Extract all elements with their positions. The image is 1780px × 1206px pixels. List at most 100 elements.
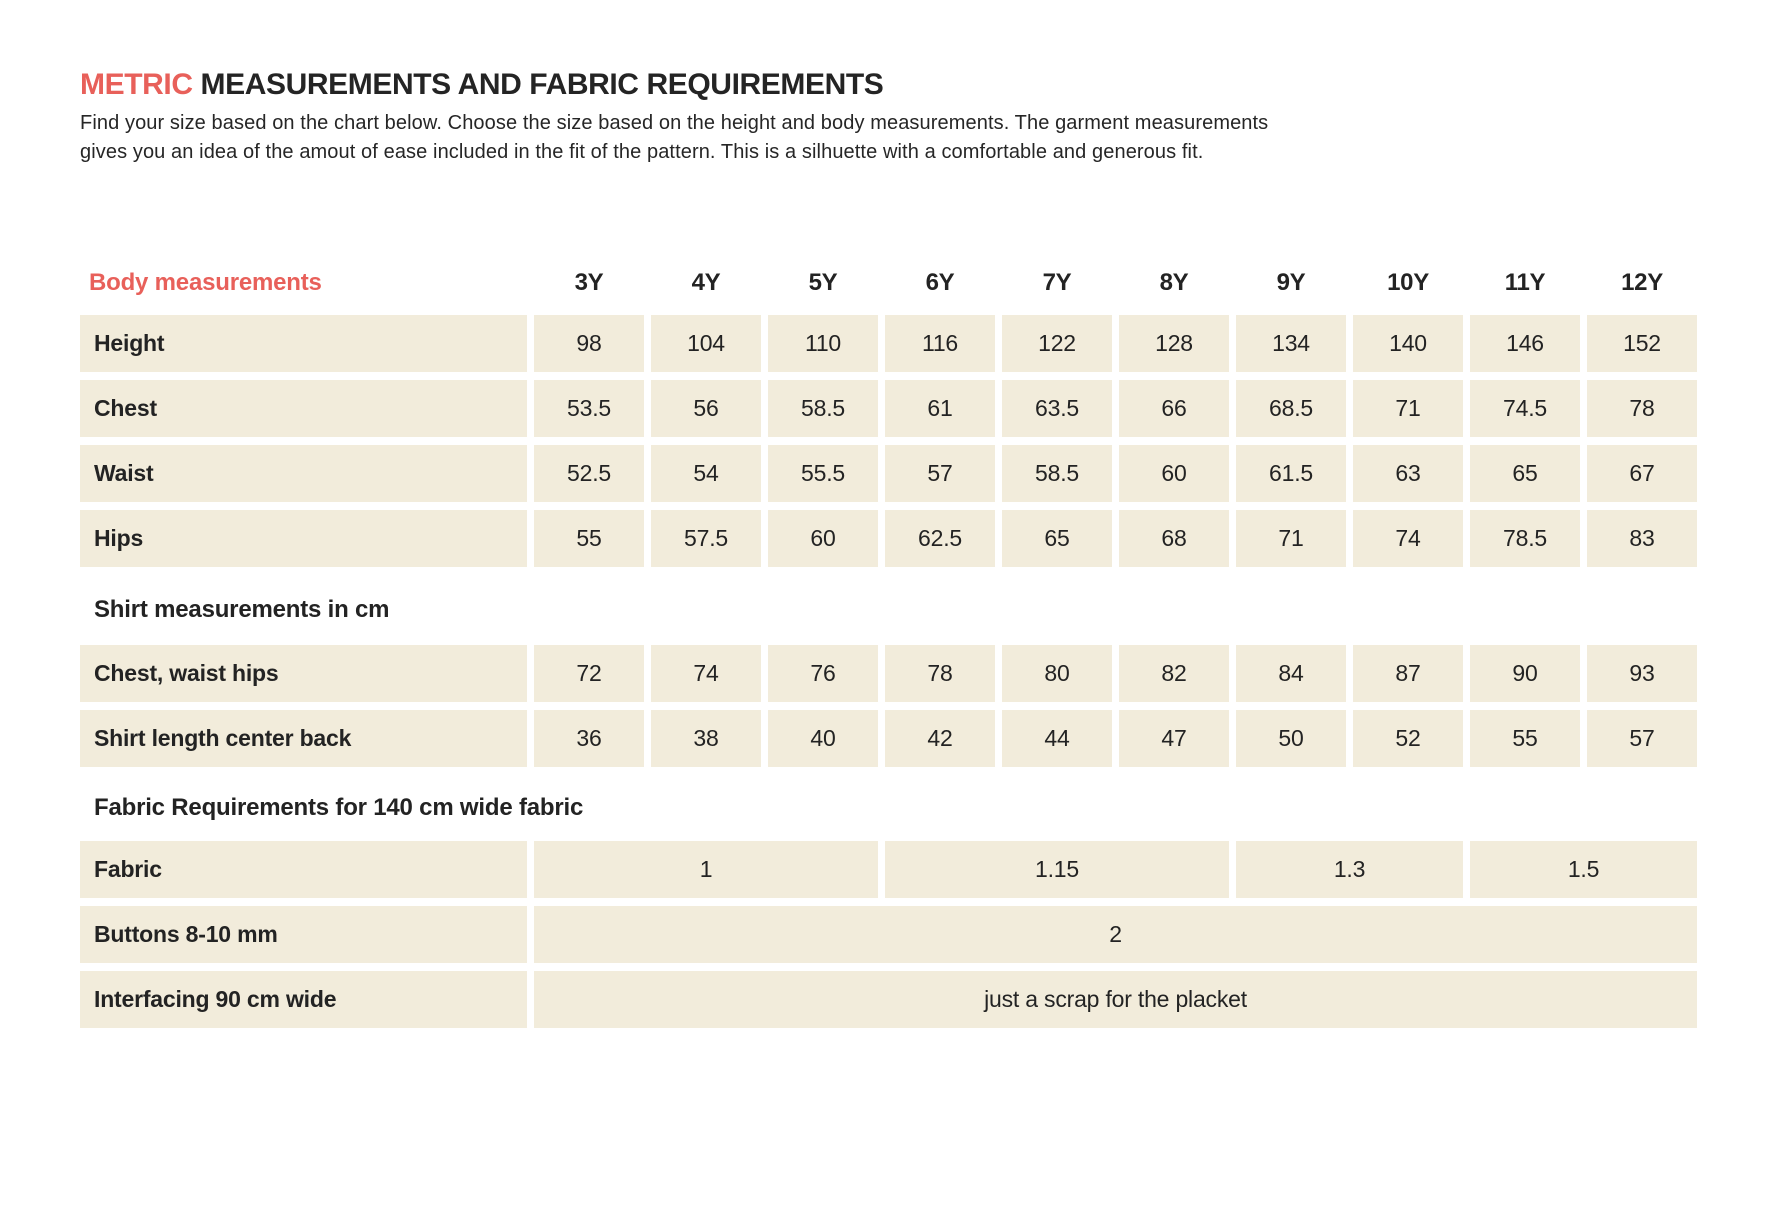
body-measurement-row-value: 66 bbox=[1119, 380, 1229, 437]
body-measurement-row-value: 71 bbox=[1236, 510, 1346, 567]
shirt-measurement-row-value: 84 bbox=[1236, 645, 1346, 702]
fabric-requirement-row-label: Buttons 8-10 mm bbox=[80, 906, 527, 963]
shirt-measurement-row-value: 44 bbox=[1002, 710, 1112, 767]
intro-paragraph: Find your size based on the chart below.… bbox=[80, 109, 1780, 167]
body-measurement-row-value: 122 bbox=[1002, 315, 1112, 372]
body-measurement-row-value: 104 bbox=[651, 315, 761, 372]
body-measurement-row-value: 140 bbox=[1353, 315, 1463, 372]
body-measurement-row-value: 55.5 bbox=[768, 445, 878, 502]
body-measurement-row-value: 128 bbox=[1119, 315, 1229, 372]
body-measurement-row-value: 146 bbox=[1470, 315, 1580, 372]
shirt-measurement-row: Chest, waist hips 72 74 76 78 80 82 84 87 90 93 bbox=[80, 645, 1697, 702]
shirt-measurement-row: Shirt length center back 36 38 40 42 44 47 50 52… bbox=[80, 710, 1697, 767]
body-measurement-row-value: 134 bbox=[1236, 315, 1346, 372]
shirt-measurement-row-value: 52 bbox=[1353, 710, 1463, 767]
size-column-header: 9Y bbox=[1276, 269, 1306, 296]
fabric-requirement-row: Fabric 1 1.15 1.3 1.5 bbox=[80, 841, 1697, 898]
body-measurement-row-label: Chest bbox=[80, 380, 527, 437]
page-title-rest: MEASUREMENTS AND FABRIC REQUIREMENTS bbox=[192, 68, 884, 101]
body-measurement-row-label: Height bbox=[80, 315, 527, 372]
body-measurement-row-value: 58.5 bbox=[768, 380, 878, 437]
shirt-measurement-row-value: 93 bbox=[1587, 645, 1697, 702]
size-column-header: 12Y bbox=[1621, 269, 1663, 296]
size-column-header: 8Y bbox=[1159, 269, 1189, 296]
shirt-measurement-row-value: 40 bbox=[768, 710, 878, 767]
shirt-measurement-row-value: 76 bbox=[768, 645, 878, 702]
shirt-measurement-row-value: 50 bbox=[1236, 710, 1346, 767]
body-measurement-row-value: 98 bbox=[534, 315, 644, 372]
body-measurement-row: Height 98 104 110 116 122 128 134 140 146 152 bbox=[80, 315, 1697, 372]
fabric-requirement-merged-value: 1.15 bbox=[885, 841, 1229, 898]
fabric-requirement-merged-value: just a scrap for the placket bbox=[534, 971, 1697, 1028]
size-column-header: 5Y bbox=[808, 269, 838, 296]
body-measurement-row-value: 78.5 bbox=[1470, 510, 1580, 567]
shirt-measurement-row-value: 57 bbox=[1587, 710, 1697, 767]
body-measurement-row-value: 57 bbox=[885, 445, 995, 502]
body-measurement-row-value: 56 bbox=[651, 380, 761, 437]
body-measurement-row-value: 63.5 bbox=[1002, 380, 1112, 437]
shirt-measurement-row-label: Chest, waist hips bbox=[80, 645, 527, 702]
fabric-requirement-merged-value: 1.5 bbox=[1470, 841, 1697, 898]
pattern-size-chart-page: METRIC MEASUREMENTS AND FABRIC REQUIREME… bbox=[80, 68, 1780, 1028]
shirt-measurement-row-value: 78 bbox=[885, 645, 995, 702]
body-measurement-row-value: 116 bbox=[885, 315, 995, 372]
body-measurement-row: Chest 53.5 56 58.5 61 63.5 66 68.5 71 74.5 78 bbox=[80, 380, 1697, 437]
shirt-measurement-row-value: 82 bbox=[1119, 645, 1229, 702]
body-measurement-row-value: 53.5 bbox=[534, 380, 644, 437]
body-measurement-row-value: 61 bbox=[885, 380, 995, 437]
body-measurement-row-value: 71 bbox=[1353, 380, 1463, 437]
shirt-measurement-row-value: 74 bbox=[651, 645, 761, 702]
body-measurement-row: Hips 55 57.5 60 62.5 65 68 71 74 78.5 83 bbox=[80, 510, 1697, 567]
shirt-measurement-row-value: 90 bbox=[1470, 645, 1580, 702]
body-measurement-row-value: 65 bbox=[1002, 510, 1112, 567]
body-measurement-row-value: 62.5 bbox=[885, 510, 995, 567]
shirt-measurement-row-value: 36 bbox=[534, 710, 644, 767]
body-measurement-row-value: 60 bbox=[768, 510, 878, 567]
fabric-requirement-row: Interfacing 90 cm wide just a scrap for t… bbox=[80, 971, 1697, 1028]
body-measurement-row-label: Hips bbox=[80, 510, 527, 567]
body-measurements-header: Body measurements bbox=[89, 269, 322, 296]
fabric-requirement-row-label: Interfacing 90 cm wide bbox=[80, 971, 527, 1028]
body-measurement-row-value: 54 bbox=[651, 445, 761, 502]
body-measurement-row-value: 60 bbox=[1119, 445, 1229, 502]
body-measurement-row-value: 55 bbox=[534, 510, 644, 567]
body-measurement-row-value: 61.5 bbox=[1236, 445, 1346, 502]
body-measurement-row-value: 57.5 bbox=[651, 510, 761, 567]
shirt-measurement-row-value: 38 bbox=[651, 710, 761, 767]
body-measurement-row-value: 68 bbox=[1119, 510, 1229, 567]
page-title: METRIC MEASUREMENTS AND FABRIC REQUIREME… bbox=[80, 68, 1780, 102]
shirt-measurement-row-value: 87 bbox=[1353, 645, 1463, 702]
body-measurement-row-value: 63 bbox=[1353, 445, 1463, 502]
shirt-measurement-row-value: 55 bbox=[1470, 710, 1580, 767]
intro-line-1: Find your size based on the chart below.… bbox=[80, 112, 1269, 134]
body-measurement-row-value: 78 bbox=[1587, 380, 1697, 437]
fabric-requirement-merged-value: 1.3 bbox=[1236, 841, 1463, 898]
size-column-header: 6Y bbox=[925, 269, 955, 296]
body-measurement-row-value: 74 bbox=[1353, 510, 1463, 567]
shirt-measurements-section-title: Shirt measurements in cm bbox=[94, 596, 390, 623]
fabric-requirement-merged-value: 1 bbox=[534, 841, 878, 898]
shirt-measurement-row-label: Shirt length center back bbox=[80, 710, 527, 767]
body-measurement-row-value: 52.5 bbox=[534, 445, 644, 502]
body-measurement-row-value: 65 bbox=[1470, 445, 1580, 502]
body-measurement-row: Waist 52.5 54 55.5 57 58.5 60 61.5 63 65 67 bbox=[80, 445, 1697, 502]
page-title-highlight: METRIC bbox=[80, 68, 193, 101]
body-measurement-row-value: 58.5 bbox=[1002, 445, 1112, 502]
shirt-measurement-row-value: 80 bbox=[1002, 645, 1112, 702]
size-column-header: 3Y bbox=[574, 269, 604, 296]
shirt-measurement-row-value: 47 bbox=[1119, 710, 1229, 767]
body-measurement-row-value: 152 bbox=[1587, 315, 1697, 372]
size-column-header: 10Y bbox=[1387, 269, 1429, 296]
shirt-measurement-row-value: 72 bbox=[534, 645, 644, 702]
fabric-requirement-row: Buttons 8-10 mm 2 bbox=[80, 906, 1697, 963]
fabric-requirements-section-title: Fabric Requirements for 140 cm wide fabr… bbox=[94, 794, 584, 821]
size-column-header: 4Y bbox=[691, 269, 721, 296]
body-measurement-row-value: 74.5 bbox=[1470, 380, 1580, 437]
body-measurement-row-value: 83 bbox=[1587, 510, 1697, 567]
size-column-header: 7Y bbox=[1042, 269, 1072, 296]
size-table-header-row: Body measurements 3Y 4Y 5Y 6Y 7Y 8Y 9Y 10Y 11Y 12Y bbox=[80, 263, 1690, 303]
body-measurement-row-value: 110 bbox=[768, 315, 878, 372]
size-table: Body measurements 3Y 4Y 5Y 6Y 7Y 8Y 9Y 10Y 11Y 12Y… bbox=[80, 263, 1697, 1028]
fabric-requirement-merged-value: 2 bbox=[534, 906, 1697, 963]
fabric-requirement-row-label: Fabric bbox=[80, 841, 527, 898]
